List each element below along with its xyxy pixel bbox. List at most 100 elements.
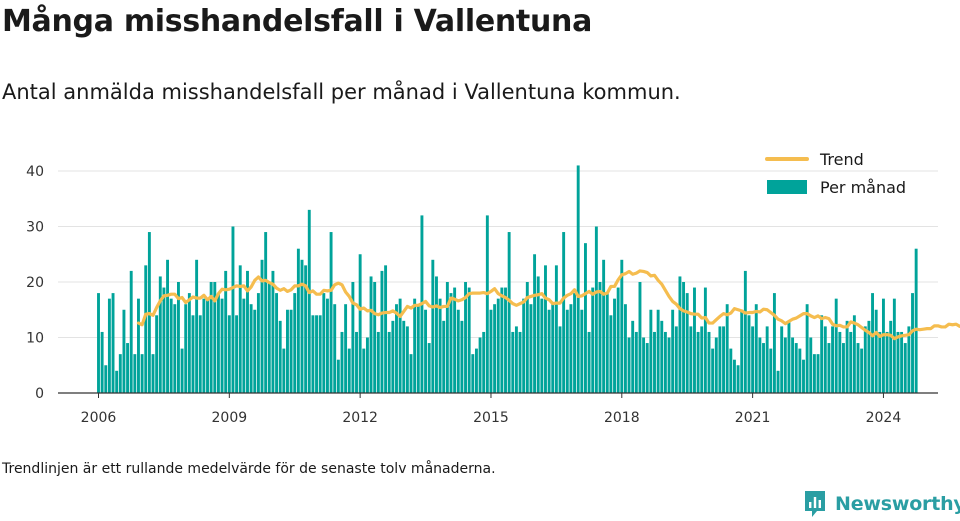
bar xyxy=(911,293,914,393)
bar xyxy=(533,254,537,393)
bar xyxy=(126,343,130,393)
bar xyxy=(293,293,297,393)
bar xyxy=(416,304,420,393)
bar xyxy=(842,343,845,393)
bar xyxy=(634,331,638,393)
bar xyxy=(307,209,311,393)
bar xyxy=(831,326,835,393)
bar xyxy=(169,298,173,393)
bar xyxy=(609,315,613,393)
bar xyxy=(180,348,184,393)
bar xyxy=(656,309,660,393)
legend-bar-swatch xyxy=(767,180,807,194)
bar xyxy=(565,309,569,393)
bar xyxy=(456,309,460,393)
trend-line xyxy=(136,269,960,341)
bar xyxy=(395,304,398,393)
bar xyxy=(696,331,700,393)
bar xyxy=(129,270,133,393)
bar xyxy=(177,282,180,393)
bar xyxy=(405,326,409,393)
brand-name: Newsworthy xyxy=(835,493,960,515)
bar xyxy=(220,298,224,393)
bar xyxy=(802,359,805,393)
bar xyxy=(892,298,896,393)
bar xyxy=(725,304,729,393)
bar xyxy=(743,270,747,393)
bar xyxy=(812,354,816,393)
y-axis-ticks: 0 10 20 30 40 xyxy=(26,164,44,402)
bar xyxy=(318,315,322,393)
bar xyxy=(700,326,704,393)
bar xyxy=(427,343,431,393)
bar xyxy=(805,304,809,393)
bar xyxy=(478,337,482,393)
bar xyxy=(663,331,667,393)
bar xyxy=(714,337,718,393)
bar xyxy=(256,293,260,393)
bar xyxy=(849,331,853,393)
bar xyxy=(122,309,126,393)
bar xyxy=(489,309,493,393)
bar xyxy=(689,326,693,393)
x-tick-label: 2024 xyxy=(866,410,902,426)
bar xyxy=(718,326,722,393)
bar xyxy=(573,293,576,393)
bar xyxy=(787,320,791,393)
bar xyxy=(554,265,558,393)
bar xyxy=(791,337,795,393)
bar xyxy=(271,270,275,393)
bar xyxy=(409,354,413,393)
page-title: Många misshandelsfall i Vallentuna xyxy=(2,4,593,39)
bar xyxy=(474,348,478,393)
bar xyxy=(569,304,573,393)
bar xyxy=(311,315,315,393)
bar xyxy=(900,331,904,393)
bar xyxy=(674,326,678,393)
bar xyxy=(525,282,529,393)
bar xyxy=(195,259,199,393)
bar xyxy=(216,293,220,393)
bar xyxy=(315,315,318,393)
bar xyxy=(707,331,711,393)
bar xyxy=(504,287,507,393)
bar xyxy=(242,298,246,393)
bar xyxy=(278,320,282,393)
legend-bar-label: Per månad xyxy=(820,178,906,197)
bar xyxy=(376,331,380,393)
bar xyxy=(264,232,268,393)
y-tick-label: 0 xyxy=(35,386,44,402)
bar xyxy=(605,293,609,393)
bar xyxy=(115,370,119,393)
y-tick-label: 30 xyxy=(26,220,44,236)
bar xyxy=(369,276,373,393)
brand-logo: Newsworthy xyxy=(803,487,960,521)
bar xyxy=(856,343,860,393)
legend-trend-label: Trend xyxy=(819,150,864,169)
bar xyxy=(653,331,656,393)
bar xyxy=(333,304,337,393)
bar xyxy=(765,326,769,393)
bar xyxy=(133,354,137,393)
bar xyxy=(438,298,442,393)
bar xyxy=(762,343,765,393)
bar xyxy=(253,309,257,393)
bar xyxy=(322,293,326,393)
bar xyxy=(591,287,595,393)
bar xyxy=(449,293,453,393)
bar xyxy=(398,298,402,393)
bar xyxy=(881,298,885,393)
bar xyxy=(671,309,675,393)
bar xyxy=(467,287,471,393)
bar xyxy=(202,298,206,393)
bar xyxy=(627,337,631,393)
bar xyxy=(235,315,239,393)
bar xyxy=(424,309,428,393)
bar xyxy=(693,287,696,393)
x-tick-label: 2015 xyxy=(473,410,509,426)
chart: 2006 2009 2012 2015 2018 2021 2024 0 10 20 30 40 T… xyxy=(26,150,960,426)
bar xyxy=(413,298,417,393)
bar xyxy=(471,354,475,393)
bar xyxy=(772,293,776,393)
bar xyxy=(623,304,627,393)
